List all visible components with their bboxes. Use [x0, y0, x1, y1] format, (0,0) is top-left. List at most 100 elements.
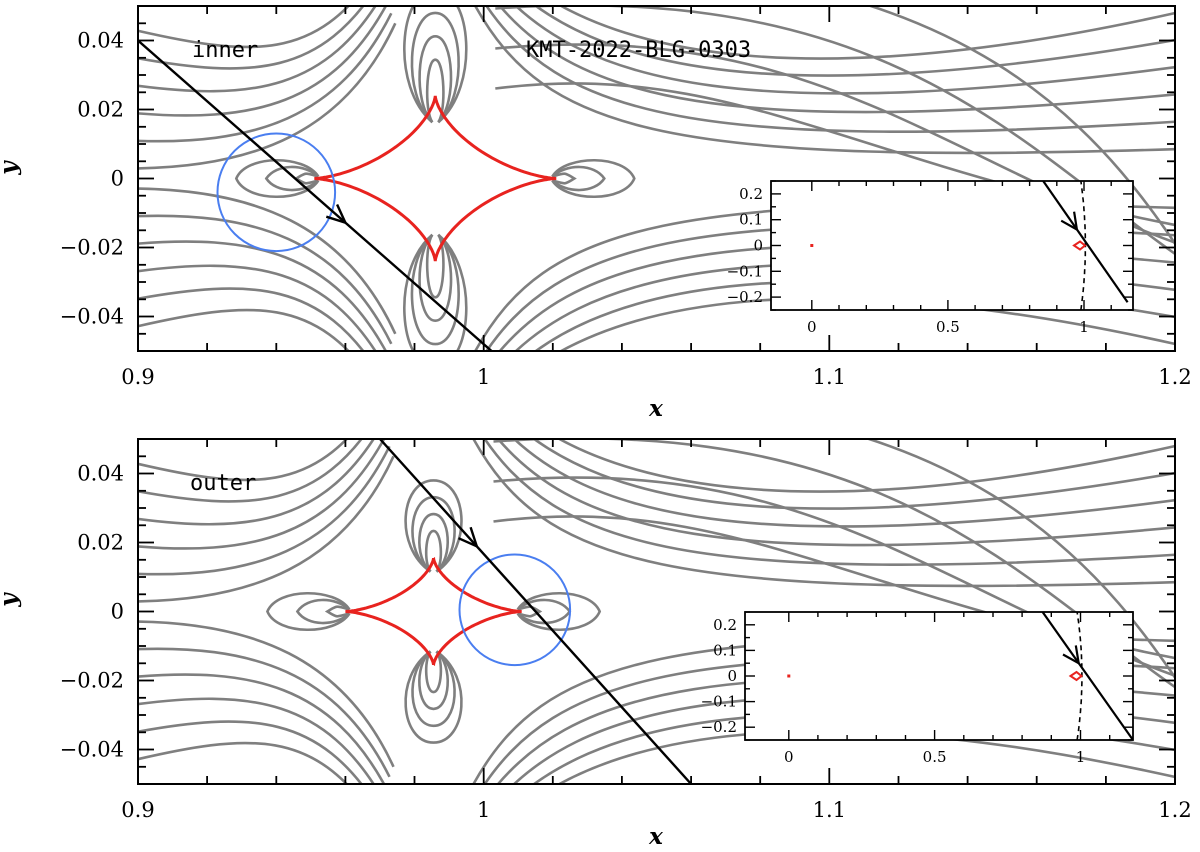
contour-line: [138, 673, 386, 784]
inset-trajectory: [1042, 181, 1129, 303]
inset-central-caustic: [787, 674, 791, 678]
contour-line: [138, 240, 388, 351]
panel-label: outer: [190, 471, 256, 496]
trajectory-arrow: [458, 526, 479, 549]
inset-trajectory-arrow: [1062, 645, 1081, 666]
source-circle: [216, 132, 337, 253]
panel-bottom: 0.911.11.20.040.020−0.02−0.04 outer x y …: [0, 438, 1192, 850]
contour-line: [138, 22, 397, 170]
contour-line: [138, 6, 388, 117]
contour-line: [483, 439, 1175, 566]
contour-line: [474, 6, 1175, 155]
contour-lobe: [295, 598, 351, 625]
contour-lobe: [551, 172, 577, 185]
contour-line: [138, 264, 377, 351]
contour-loop: [403, 233, 468, 351]
contour-lobe: [551, 165, 606, 192]
x-tick-label: 1: [477, 798, 490, 822]
inset-plot: 0 0.5 1 0.2 0.1 0 −0.1 −0.2: [727, 180, 1134, 336]
contour-line: [138, 287, 365, 351]
inset-x-tick-label: 1: [1079, 318, 1089, 336]
contour-line: [531, 439, 1175, 510]
contour-line: [138, 6, 351, 49]
contour-line: [493, 439, 1175, 689]
contour-line: [866, 6, 1175, 246]
contour-line: [138, 741, 349, 784]
contour-loop: [404, 650, 463, 744]
inset-y-tick-label: 0.2: [739, 185, 763, 203]
axis-ticks: [137, 5, 1176, 352]
x-tick-label: 1: [477, 365, 490, 389]
x-axis-label: x: [648, 823, 663, 850]
contour-loop: [424, 529, 443, 573]
contour-loop: [410, 11, 460, 124]
contour-line: [498, 6, 1175, 114]
contour-loop: [403, 6, 468, 124]
contour-line: [138, 6, 377, 93]
y-tick-label: 0.02: [77, 98, 124, 122]
trajectory-arrow: [325, 204, 348, 225]
inset-y-tick-label: 0.1: [713, 641, 737, 659]
contour-line: [138, 620, 395, 768]
contour-line: [558, 6, 1175, 60]
contour-line: [496, 439, 1175, 547]
x-tick-label: 0.9: [121, 365, 154, 389]
contour-lobe: [234, 159, 320, 198]
y-tick-label: 0.02: [77, 531, 124, 555]
y-tick-label: −0.04: [60, 305, 124, 329]
contour-line: [138, 439, 363, 503]
contour-line: [557, 730, 1175, 784]
contour-line: [558, 297, 1175, 351]
x-tick-label: 1.1: [813, 365, 846, 389]
source-trajectory: [379, 439, 692, 784]
inset-trajectory-arrow: [1060, 211, 1079, 232]
contour-line: [485, 6, 1175, 133]
contour-line: [557, 439, 1175, 493]
contour-line: [864, 439, 1175, 680]
y-tick-label: 0: [111, 167, 124, 191]
contour-loop: [418, 233, 453, 323]
y-tick-label: −0.02: [60, 669, 124, 693]
y-tick-label: 0: [111, 600, 124, 624]
contour-lobe: [517, 605, 543, 618]
contour-loop: [425, 234, 445, 299]
contour-loop: [425, 58, 445, 123]
panel-label: inner: [192, 38, 258, 63]
contour-line: [138, 308, 351, 351]
y-axis-label: y: [0, 160, 22, 176]
contour-loop: [418, 650, 449, 711]
source-circle: [458, 553, 572, 667]
x-tick-label: 1.2: [1158, 798, 1191, 822]
inset-plot: 0 0.5 1 0.2 0.1 0 −0.1 −0.2: [701, 611, 1134, 766]
planetary-caustic: [345, 557, 522, 666]
contour-line: [138, 439, 376, 526]
contour-line: [138, 445, 391, 576]
axis-ticks: [137, 438, 1176, 785]
contour-lobe: [551, 159, 636, 198]
planetary-caustic: [314, 95, 557, 262]
contour-lobe: [264, 165, 320, 192]
contour-loop: [410, 233, 460, 346]
contour-line: [138, 455, 395, 603]
inset-y-tick-label: 0: [727, 667, 737, 685]
inset-planetary-caustic: [1072, 240, 1087, 251]
inset-ticks: [745, 611, 1133, 741]
inset-x-tick-label: 1: [1076, 748, 1086, 766]
contour-line: [512, 439, 1175, 528]
contour-line: [138, 720, 363, 784]
inset-planetary-caustic: [1068, 670, 1084, 682]
y-tick-label: −0.02: [60, 236, 124, 260]
inset-central-caustic: [810, 244, 814, 247]
contour-lobe: [324, 605, 350, 618]
x-axis-label: x: [648, 395, 663, 422]
contour-line: [138, 214, 393, 345]
inset-x-tick-label: 0.5: [923, 748, 947, 766]
contour-loop: [404, 479, 463, 573]
inset-x-tick-label: 0: [784, 748, 794, 766]
y-tick-label: −0.04: [60, 738, 124, 762]
contour-line: [138, 439, 386, 550]
chart-title: KMT-2022-BLG-0303: [526, 38, 751, 63]
tick-labels: 0.9 1 1.1 1.2 0.04 0.02 0 −0.02 −0.04: [60, 29, 1192, 390]
contour-lobe: [265, 592, 351, 631]
